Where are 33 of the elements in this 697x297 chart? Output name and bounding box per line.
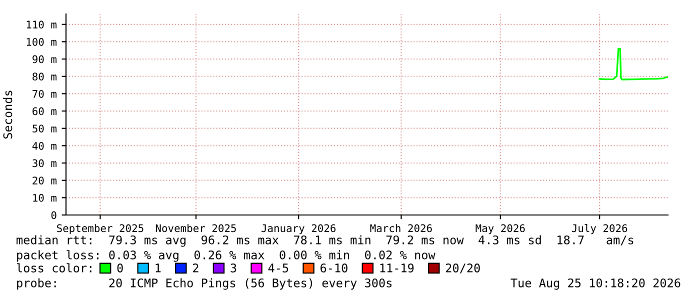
y-tick-label: 90 m [32,55,56,64]
x-tick-label: November 2025 [156,224,236,232]
y-tick-label: 40 m [32,142,56,150]
y-tick-label: 30 m [32,159,56,168]
legend-title: loss color: [16,263,92,272]
x-tick-label: January 2026 [262,224,336,234]
y-tick-label: 110 m [26,20,56,29]
legend-label: 4-5 [268,264,288,272]
text: median rtt: 79.3 ms avg 96.2 ms max 78.1 ms min 79.2 ms now 4.3 ms sd 18.7 am/s [16,235,634,247]
y-tick-label: 60 m [32,107,56,116]
text: packet loss: 0.03 % avg 0.26 % max 0.00 % min 0.02 % now [17,250,436,262]
legend-label: 6-10 [320,264,348,272]
legend-label: 0 [117,264,123,272]
legend-label: 1 [156,264,161,272]
legend-label: 2 [193,264,198,272]
y-tick-label: 70 m [32,90,56,98]
text: Tue Aug 25 10:18:20 2026 [510,278,680,290]
y-tick-label: 10 m [33,194,56,202]
text: probe: 20 ICMP Echo Pings (56 Bytes) every 300s [17,278,392,290]
legend-label: 11-19 [380,264,414,272]
y-tick-label: 0 [51,211,56,220]
x-tick-label: July 2026 [572,224,628,234]
x-tick-label: March 2026 [370,224,432,232]
x-tick-label: May 2026 [476,224,525,234]
y-tick-label: 80 m [32,72,56,81]
legend-label: 3 [230,264,236,272]
x-tick-label: September 2025 [57,224,144,234]
y-tick-label: 20 m [32,176,56,184]
y-tick-label: 50 m [32,124,56,132]
y-tick-label: 100 m [26,38,56,46]
legend-label: 20/20 [446,264,480,274]
line-series [598,48,668,80]
y-axis-title: Seconds [3,90,12,139]
